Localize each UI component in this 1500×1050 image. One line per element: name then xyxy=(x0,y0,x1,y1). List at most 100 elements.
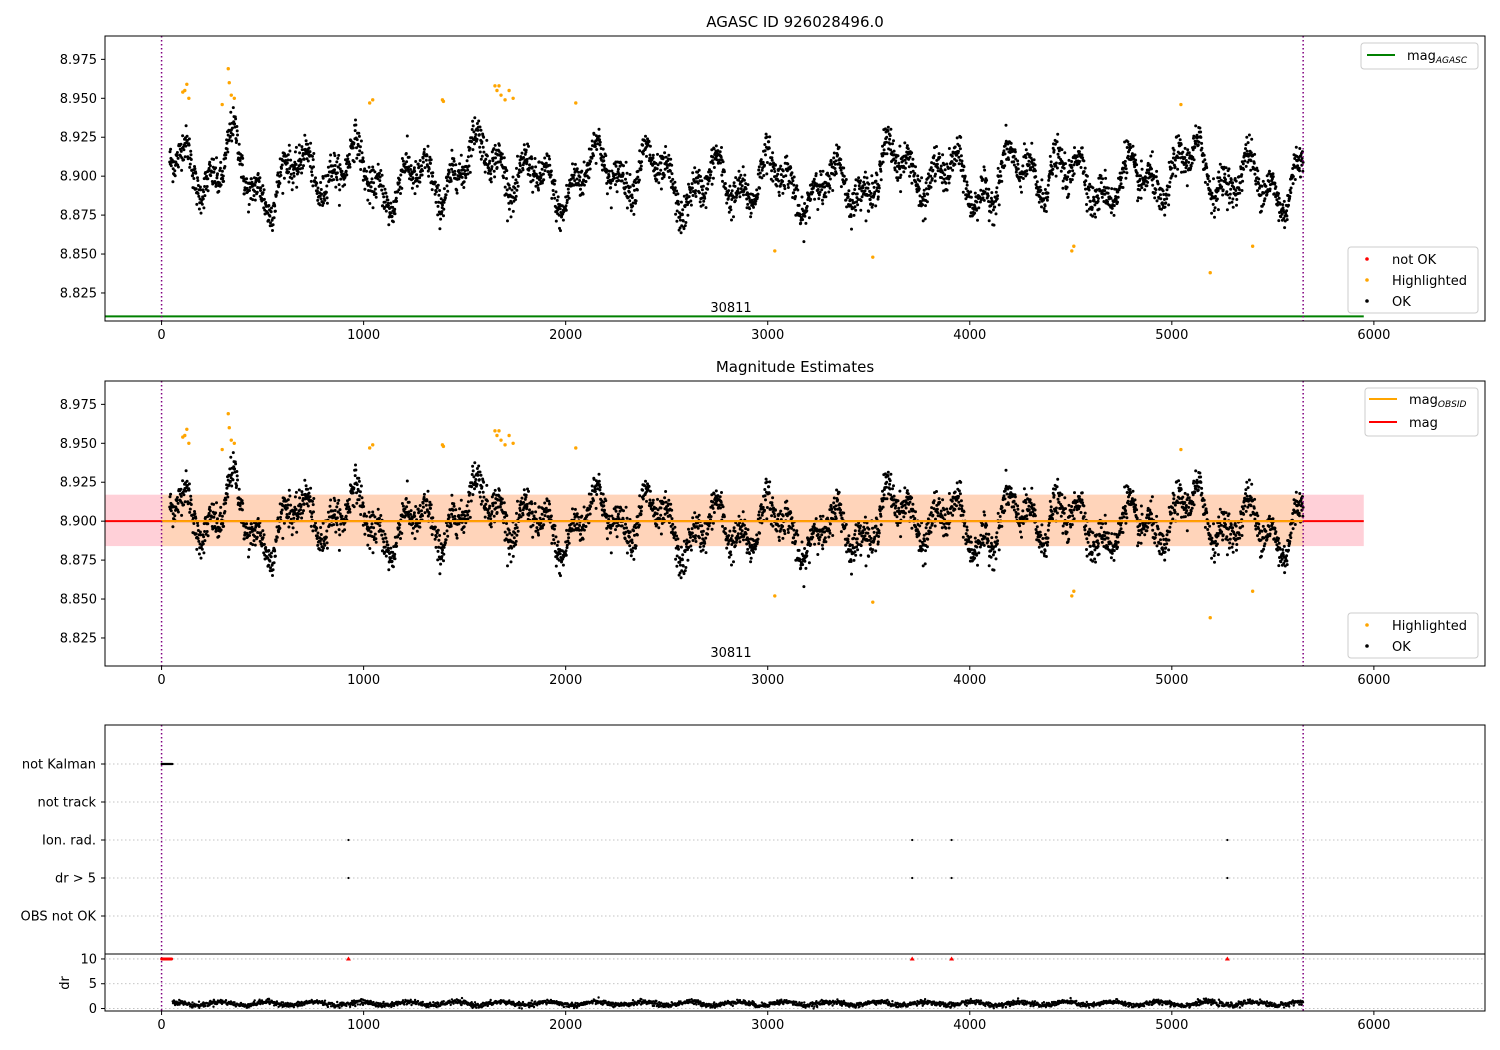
ok-point xyxy=(309,141,313,145)
ok-point xyxy=(792,183,796,187)
ok-point xyxy=(1031,165,1035,169)
ok-point xyxy=(466,500,470,504)
ok-point xyxy=(1116,190,1120,194)
ok-point xyxy=(934,172,937,176)
ok-point xyxy=(223,510,227,513)
ok-point xyxy=(231,106,235,110)
ok-point xyxy=(339,522,343,526)
ok-point xyxy=(1208,179,1212,183)
ok-point xyxy=(288,149,292,153)
ok-point xyxy=(828,184,831,188)
ok-point xyxy=(256,517,260,520)
ok-point xyxy=(405,134,409,138)
ok-point xyxy=(1189,164,1193,168)
ok-point xyxy=(1268,169,1271,173)
ok-point xyxy=(876,197,880,201)
ok-point xyxy=(759,158,763,162)
ok-point xyxy=(694,195,698,198)
ok-point xyxy=(465,504,469,508)
ok-point xyxy=(1199,130,1203,134)
ok-point xyxy=(1285,214,1289,218)
ok-point xyxy=(827,190,831,194)
ok-point xyxy=(573,179,577,183)
ok-point xyxy=(488,159,492,163)
ok-point xyxy=(630,196,634,200)
ok-point xyxy=(1090,206,1094,210)
ok-point xyxy=(1106,191,1110,195)
ok-point xyxy=(357,479,361,483)
ok-point xyxy=(380,188,384,192)
ok-point xyxy=(672,191,676,195)
ok-point xyxy=(789,166,793,170)
ok-point xyxy=(714,144,718,148)
ok-point xyxy=(1254,179,1258,183)
ok-point xyxy=(333,509,337,512)
ok-point xyxy=(173,514,177,518)
ok-point xyxy=(192,177,196,180)
ok-point xyxy=(823,191,827,195)
ok-point xyxy=(1135,163,1139,167)
ok-point xyxy=(358,145,362,149)
ok-point xyxy=(1227,174,1231,178)
ok-point xyxy=(641,143,645,147)
ok-point xyxy=(214,529,218,533)
ok-point xyxy=(566,194,570,198)
ok-point xyxy=(1231,197,1235,201)
ok-point xyxy=(680,213,684,217)
ok-point xyxy=(857,184,861,188)
y-tick-label: 8.875 xyxy=(60,209,97,224)
ok-point xyxy=(479,128,483,132)
ok-point xyxy=(1027,163,1031,167)
ok-point xyxy=(337,203,341,207)
ok-point xyxy=(435,531,439,535)
ok-point xyxy=(907,165,911,169)
ok-point xyxy=(805,209,809,213)
ok-point xyxy=(250,180,254,184)
ok-point xyxy=(905,150,909,154)
ok-point xyxy=(764,153,767,157)
ok-point xyxy=(698,200,702,204)
ok-point xyxy=(1033,169,1037,173)
ok-point xyxy=(299,503,303,507)
ok-point xyxy=(421,156,425,160)
ok-point xyxy=(368,202,372,205)
ok-point xyxy=(738,195,742,199)
ok-point xyxy=(792,175,796,179)
ok-point xyxy=(593,145,597,148)
ok-point xyxy=(1128,143,1132,146)
ok-point xyxy=(407,155,411,159)
ok-point xyxy=(521,168,525,172)
ok-point xyxy=(187,137,191,141)
ok-point xyxy=(335,516,339,520)
ok-point xyxy=(767,140,771,144)
ok-point xyxy=(943,168,947,172)
ok-point xyxy=(1072,172,1076,176)
ok-point xyxy=(761,160,765,164)
ok-point xyxy=(1078,160,1082,163)
ok-point xyxy=(452,502,456,506)
ok-point xyxy=(202,551,206,555)
legend-not-ok-label: not OK xyxy=(1392,253,1437,268)
ok-point xyxy=(179,487,183,491)
ok-point xyxy=(729,192,733,195)
ok-point xyxy=(282,521,286,525)
ok-point xyxy=(1077,162,1081,166)
ok-point xyxy=(693,166,697,170)
ok-point xyxy=(886,125,890,129)
ok-point xyxy=(1257,177,1261,181)
ok-point xyxy=(400,157,404,160)
ok-point xyxy=(957,144,961,148)
ok-point xyxy=(871,203,875,207)
ok-point xyxy=(877,186,881,190)
ok-point xyxy=(325,541,329,545)
ok-point xyxy=(707,170,711,174)
ok-point xyxy=(863,189,867,193)
ok-point xyxy=(249,522,253,526)
ok-point xyxy=(659,161,663,165)
ok-point xyxy=(184,469,188,473)
ok-point xyxy=(440,210,444,214)
ok-point xyxy=(765,135,769,139)
ok-point xyxy=(312,165,315,169)
ok-point xyxy=(280,166,283,170)
ok-point xyxy=(475,482,479,486)
